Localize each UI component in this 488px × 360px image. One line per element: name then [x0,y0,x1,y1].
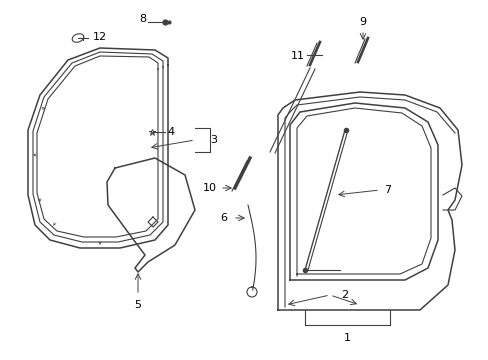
Text: 3: 3 [210,135,217,145]
Text: 2: 2 [341,290,348,300]
Text: 4: 4 [167,127,174,137]
Text: 9: 9 [359,17,366,27]
Text: 11: 11 [290,51,305,61]
Text: 5: 5 [134,300,141,310]
Text: 8: 8 [139,14,146,24]
Text: 7: 7 [384,185,391,195]
Text: 10: 10 [203,183,217,193]
Text: 6: 6 [220,213,227,223]
Text: 12: 12 [93,32,107,42]
Text: 1: 1 [343,333,350,343]
